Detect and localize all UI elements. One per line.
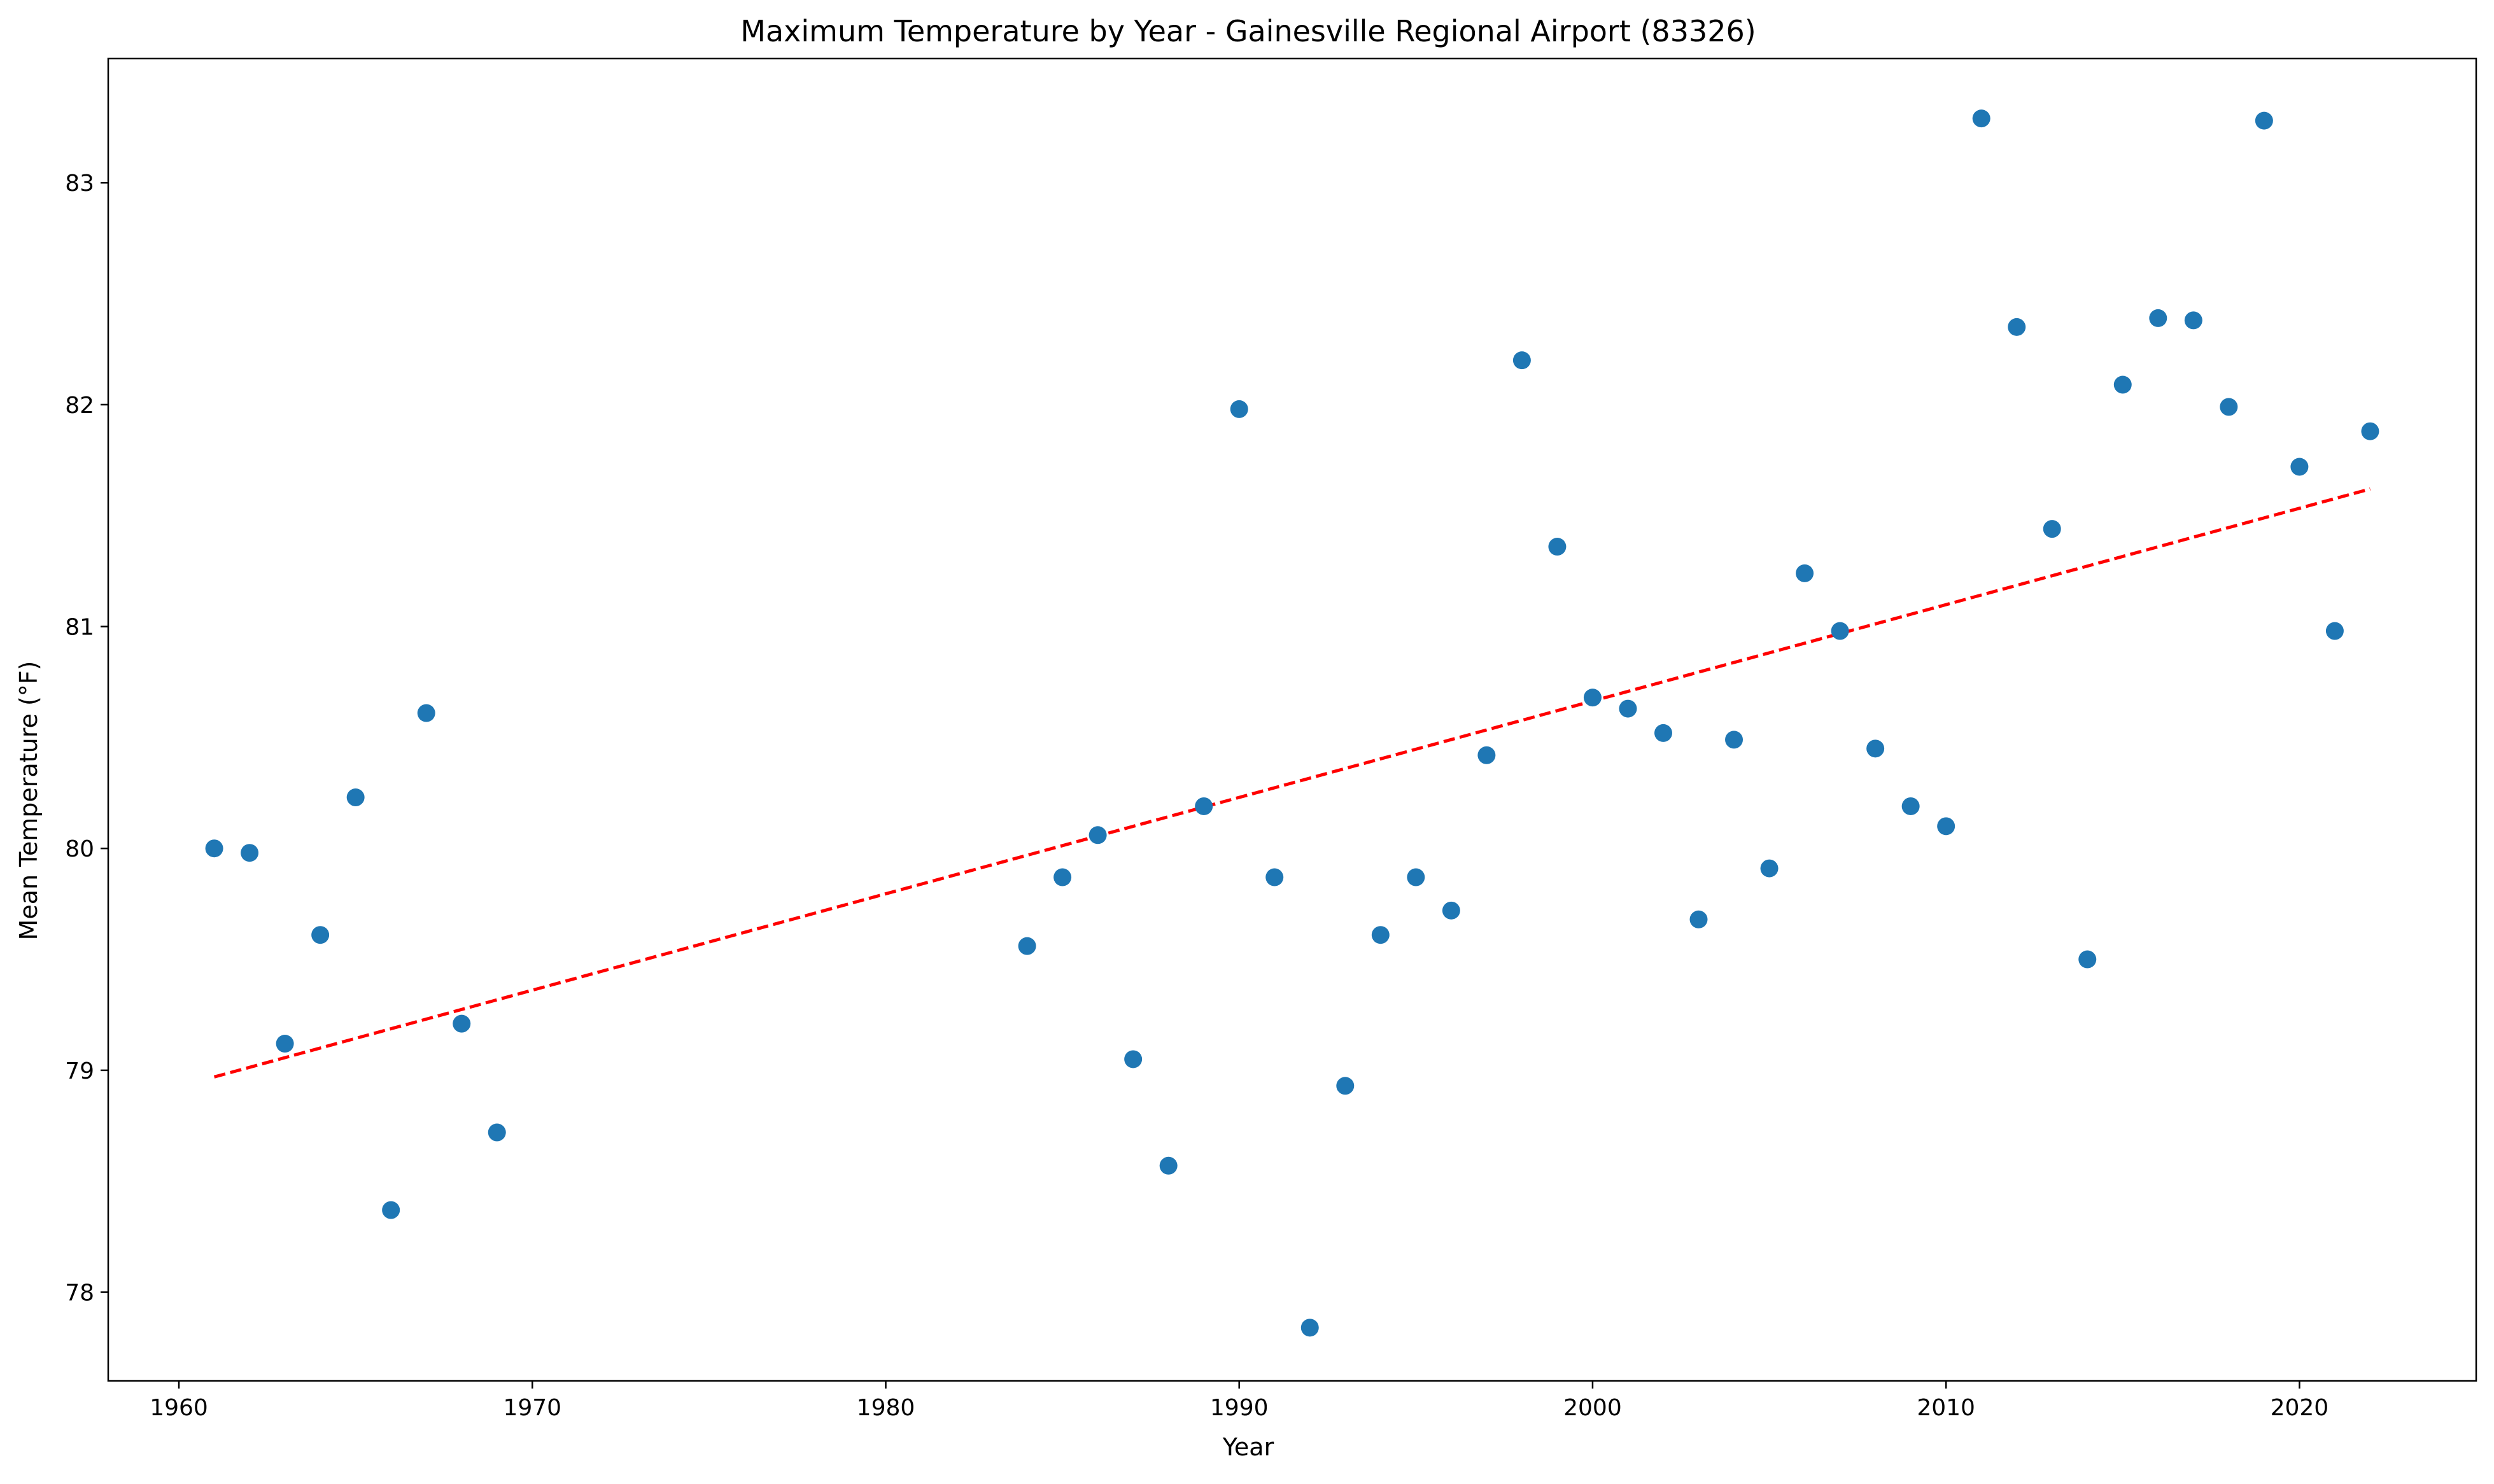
x-tick-label: 1990 (1210, 1395, 1269, 1421)
data-points (205, 109, 2379, 1337)
data-point (1796, 564, 1814, 582)
data-point (2290, 458, 2309, 476)
data-point (453, 1014, 471, 1033)
y-tick-label: 82 (65, 393, 94, 419)
data-point (1937, 817, 1955, 836)
x-axis-label: Year (1222, 1433, 1274, 1461)
chart-title: Maximum Temperature by Year - Gainesvill… (740, 14, 1756, 48)
y-axis-label: Mean Temperature (°F) (15, 661, 43, 941)
data-point (1689, 910, 1708, 928)
x-axis: 1960 1970 1980 1990 2000 2010 2020 (150, 1381, 2328, 1421)
y-tick-label: 79 (65, 1058, 94, 1084)
x-tick-label: 1960 (150, 1395, 208, 1421)
data-point (1053, 868, 1072, 886)
data-point (346, 788, 365, 807)
data-point (311, 926, 330, 944)
x-tick-label: 2010 (1917, 1395, 1975, 1421)
y-tick-label: 81 (65, 615, 94, 641)
data-point (205, 839, 223, 858)
data-point (1866, 739, 1885, 758)
data-point (2220, 398, 2238, 416)
data-point (1512, 351, 1531, 370)
data-point (417, 704, 435, 722)
data-point (1407, 868, 1425, 886)
x-tick-label: 2000 (1563, 1395, 1622, 1421)
data-point (2008, 318, 2026, 336)
data-point (2184, 311, 2202, 330)
data-point (2113, 375, 2132, 394)
data-point (1300, 1319, 1319, 1337)
plot-frame (107, 57, 2477, 1382)
data-point (1583, 689, 1602, 707)
data-point (1195, 797, 1213, 815)
data-point (1088, 826, 1107, 844)
data-point (1831, 622, 1849, 640)
data-point (2361, 422, 2379, 440)
data-point (1901, 797, 1920, 815)
data-point (1477, 746, 1496, 764)
data-point (1654, 724, 1672, 742)
data-point (1371, 926, 1390, 944)
data-point (241, 844, 259, 862)
data-point (2149, 309, 2167, 327)
y-axis: 78 79 80 81 82 83 (65, 171, 108, 1306)
data-point (1124, 1050, 1143, 1068)
data-point (382, 1201, 400, 1219)
data-point (2325, 622, 2344, 640)
x-tick-label: 1980 (857, 1395, 915, 1421)
trend-line (213, 487, 2371, 1079)
data-point (1230, 400, 1248, 418)
data-point (1442, 901, 1460, 920)
y-tick-label: 80 (65, 836, 94, 862)
x-tick-label: 2020 (2271, 1395, 2329, 1421)
data-point (1619, 699, 1637, 718)
x-tick-label: 1970 (503, 1395, 561, 1421)
data-point (1548, 538, 1567, 556)
y-tick-label: 83 (65, 171, 94, 197)
data-point (1760, 859, 1779, 878)
data-point (2255, 111, 2273, 130)
y-tick-label: 78 (65, 1280, 94, 1306)
data-point (2043, 520, 2061, 538)
data-point (1725, 731, 1744, 749)
data-point (1159, 1156, 1178, 1175)
data-point (1265, 868, 1284, 886)
data-point (1972, 109, 1990, 128)
data-point (1336, 1077, 1355, 1095)
data-point (488, 1123, 506, 1142)
data-point (276, 1035, 294, 1053)
data-point (2078, 950, 2097, 969)
data-point (1018, 937, 1036, 955)
